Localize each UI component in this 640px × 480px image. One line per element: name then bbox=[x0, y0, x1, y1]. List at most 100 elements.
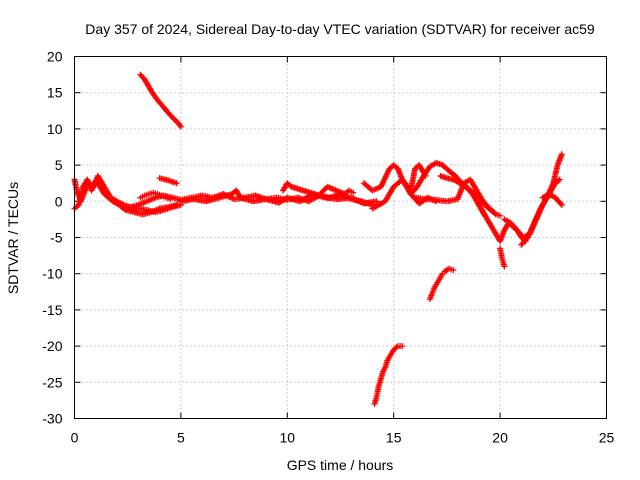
data-point-interp bbox=[436, 276, 443, 283]
data-point-interp bbox=[377, 377, 384, 384]
series-arc-end-b bbox=[497, 245, 508, 270]
data-point-interp bbox=[163, 176, 170, 183]
data-point-interp bbox=[375, 384, 382, 391]
y-axis-label: SDTVAR / TECUs bbox=[5, 182, 21, 294]
data-point-interp bbox=[467, 188, 474, 195]
data-point-interp bbox=[498, 254, 505, 261]
series-arc-bump bbox=[137, 189, 174, 203]
data-point-interp bbox=[374, 202, 381, 209]
data-point-interp bbox=[549, 181, 556, 188]
x-tick-label: 0 bbox=[71, 430, 79, 446]
label-layer: 0 5 10 15 20 25 -30 -25 -20 -15 -10 -5 0 5 10 15 20 bbox=[42, 49, 614, 446]
data-point-interp bbox=[108, 197, 115, 204]
data-point-interp bbox=[518, 232, 525, 239]
y-tick-label: -25 bbox=[42, 374, 62, 390]
data-point-interp bbox=[555, 177, 562, 184]
data-point-interp bbox=[227, 191, 234, 198]
series-arc-early-b bbox=[71, 176, 180, 218]
y-tick-label: 0 bbox=[55, 193, 63, 209]
data-point-interp bbox=[156, 99, 163, 106]
data-point-interp bbox=[381, 366, 388, 373]
plot-frame bbox=[74, 56, 607, 419]
y-tick-label: 15 bbox=[47, 85, 63, 101]
data-point-interp bbox=[430, 287, 437, 294]
data-point-interp bbox=[522, 236, 529, 243]
y-tick-label: -15 bbox=[42, 302, 62, 318]
data-point-interp bbox=[171, 202, 178, 209]
data-point-interp bbox=[443, 165, 450, 172]
data-point-interp bbox=[557, 200, 564, 207]
data-point-interp bbox=[139, 193, 146, 200]
x-tick-label: 15 bbox=[386, 430, 402, 446]
series-arc-neg-b bbox=[371, 343, 406, 408]
data-point-interp bbox=[554, 163, 561, 170]
data-point-interp bbox=[143, 191, 150, 198]
x-tick-label: 10 bbox=[280, 430, 296, 446]
grid-layer bbox=[74, 56, 607, 419]
data-point-interp bbox=[387, 352, 394, 359]
data-point-interp bbox=[176, 122, 183, 129]
y-tick-label: 5 bbox=[55, 157, 63, 173]
data-point-interp bbox=[558, 152, 565, 159]
data-point-interp bbox=[556, 199, 563, 206]
data-point-interp bbox=[171, 179, 178, 186]
x-axis-label: GPS time / hours bbox=[287, 457, 394, 473]
series-arc-day-bumps bbox=[280, 180, 357, 199]
series-layer bbox=[71, 71, 565, 408]
data-point-interp bbox=[425, 166, 432, 173]
data-point-interp bbox=[318, 189, 325, 196]
data-point-interp bbox=[379, 370, 386, 377]
data-point-interp bbox=[530, 221, 537, 228]
data-point-interp bbox=[214, 195, 221, 202]
y-tick-label: -5 bbox=[50, 230, 63, 246]
data-point-interp bbox=[146, 209, 153, 216]
data-point-interp bbox=[133, 202, 140, 209]
data-point-interp bbox=[372, 198, 379, 205]
data-point-interp bbox=[79, 185, 86, 192]
data-point-interp bbox=[449, 170, 456, 177]
data-point-interp bbox=[411, 186, 418, 193]
data-point-interp bbox=[165, 109, 172, 116]
series-arc-end-a bbox=[475, 201, 529, 245]
data-point-interp bbox=[389, 348, 396, 355]
data-point-interp bbox=[448, 266, 455, 273]
series-arc-day-b bbox=[177, 187, 380, 207]
y-tick-label: 10 bbox=[47, 121, 63, 137]
data-point-interp bbox=[154, 206, 161, 213]
series-arc-high bbox=[137, 71, 184, 130]
data-point-interp bbox=[490, 209, 497, 216]
series-arc-end-e bbox=[539, 191, 565, 208]
series-arc-mid bbox=[156, 175, 180, 187]
data-point-interp bbox=[442, 174, 449, 181]
data-point-interp bbox=[142, 206, 149, 213]
data-point-interp bbox=[385, 355, 392, 362]
data-point-interp bbox=[74, 189, 81, 196]
data-point-interp bbox=[494, 212, 501, 219]
data-point-interp bbox=[142, 199, 149, 206]
data-point-interp bbox=[156, 191, 163, 198]
data-point-interp bbox=[373, 395, 380, 402]
x-tick-label: 25 bbox=[599, 430, 615, 446]
data-point-interp bbox=[448, 176, 455, 183]
chart-title: Day 357 of 2024, Sidereal Day-to-day VTE… bbox=[85, 21, 595, 37]
data-point-interp bbox=[511, 224, 518, 231]
x-tick-label: 20 bbox=[492, 430, 508, 446]
data-point-interp bbox=[152, 190, 159, 197]
data-point-interp bbox=[434, 279, 441, 286]
data-point-interp bbox=[484, 203, 491, 210]
data-point-interp bbox=[129, 208, 136, 215]
data-point-interp bbox=[139, 74, 146, 81]
data-point-interp bbox=[348, 188, 355, 195]
y-tick-label: -10 bbox=[42, 266, 62, 282]
data-point-interp bbox=[491, 210, 498, 217]
data-point-interp bbox=[383, 359, 390, 366]
x-tick-label: 5 bbox=[177, 430, 185, 446]
data-point-interp bbox=[165, 195, 172, 202]
data-point-interp bbox=[472, 185, 479, 192]
data-point-interp bbox=[160, 193, 167, 200]
data-point-interp bbox=[438, 272, 445, 279]
data-point-interp bbox=[432, 283, 439, 290]
data-point-interp bbox=[160, 104, 167, 111]
